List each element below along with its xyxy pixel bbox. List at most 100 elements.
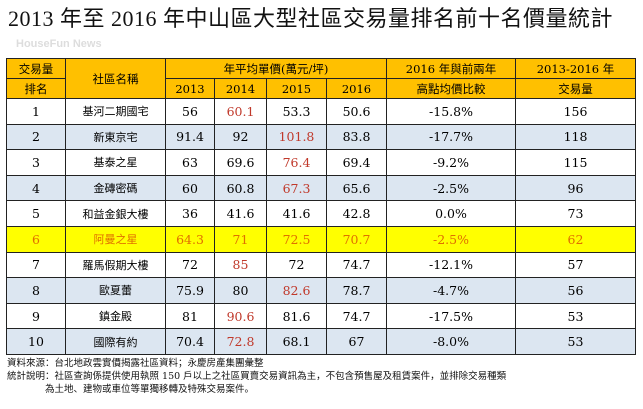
price-cell: 92 <box>214 123 267 151</box>
table-row: 7 羅馬假期大樓 72 85 72 74.7 -12.1% 57 <box>6 251 636 279</box>
price-cell: 72 <box>266 251 327 279</box>
volume-cell: 53 <box>515 302 636 330</box>
rank-cell: 2 <box>6 123 66 151</box>
volume-cell: 73 <box>515 200 636 227</box>
price-cell: 67 <box>326 328 387 355</box>
table-row: 1 基河二期國宅 56 60.1 53.3 50.6 -15.8% 156 <box>6 98 636 125</box>
name-cell: 和益金銀大樓 <box>65 200 166 227</box>
compare-cell: 0.0% <box>386 200 516 227</box>
rank-cell: 7 <box>6 251 66 279</box>
volume-cell: 56 <box>515 277 636 304</box>
price-cell: 68.1 <box>266 328 327 355</box>
header-rank: 交易量 <box>6 58 66 79</box>
price-cell: 90.6 <box>214 302 267 330</box>
table-row: 5 和益金銀大樓 36 41.6 41.6 42.8 0.0% 73 <box>6 200 636 227</box>
name-cell: 金磚密碼 <box>65 174 166 202</box>
price-cell: 70.7 <box>326 225 387 253</box>
compare-cell: -2.5% <box>386 225 516 253</box>
price-cell: 101.8 <box>266 123 327 151</box>
header-year: 2014 <box>214 78 267 99</box>
price-cell: 41.6 <box>214 200 267 227</box>
table-row: 2 新東京宅 91.4 92 101.8 83.8 -17.7% 118 <box>6 123 636 151</box>
volume-cell: 57 <box>515 251 636 279</box>
price-cell: 53.3 <box>266 98 327 125</box>
table-row: 6 阿曼之星 64.3 71 72.5 70.7 -2.5% 62 <box>6 225 636 253</box>
volume-cell: 156 <box>515 98 636 125</box>
rank-cell: 5 <box>6 200 66 227</box>
header-volume-2: 交易量 <box>515 78 636 99</box>
compare-cell: -9.2% <box>386 149 516 176</box>
volume-cell: 115 <box>515 149 636 176</box>
price-cell: 65.6 <box>326 174 387 202</box>
ranking-table: 交易量 社區名稱 年平均單價(萬元/坪) 2016 年與前兩年 2013-201… <box>6 58 636 355</box>
price-cell: 60.8 <box>214 174 267 202</box>
price-cell: 69.6 <box>214 149 267 176</box>
name-cell: 歐夏蕾 <box>65 277 166 304</box>
compare-cell: -4.7% <box>386 277 516 304</box>
name-cell: 新東京宅 <box>65 123 166 151</box>
compare-cell: -17.7% <box>386 123 516 151</box>
rank-cell: 10 <box>6 328 66 355</box>
header-price-group: 年平均單價(萬元/坪) <box>165 58 387 79</box>
price-cell: 80 <box>214 277 267 304</box>
price-cell: 50.6 <box>326 98 387 125</box>
price-cell: 85 <box>214 251 267 279</box>
price-cell: 64.3 <box>165 225 215 253</box>
method-note: 統計說明：社區查詢係提供使用執照 150 戶以上之社區買賣交易資訊為主，不包含預… <box>7 371 507 382</box>
price-cell: 75.9 <box>165 277 215 304</box>
price-cell: 56 <box>165 98 215 125</box>
volume-cell: 118 <box>515 123 636 151</box>
table-row: 8 歐夏蕾 75.9 80 82.6 78.7 -4.7% 56 <box>6 277 636 304</box>
price-cell: 41.6 <box>266 200 327 227</box>
volume-cell: 53 <box>515 328 636 355</box>
table-row: 3 基泰之星 63 69.6 76.4 69.4 -9.2% 115 <box>6 149 636 176</box>
price-cell: 83.8 <box>326 123 387 151</box>
price-cell: 72.8 <box>214 328 267 355</box>
header-rank-2: 排名 <box>6 78 66 99</box>
source-note: 資料來源：台北地政雲實價揭露社區資料；永慶房產集團彙整 <box>7 358 264 369</box>
header-year: 2013 <box>165 78 215 99</box>
name-cell: 基泰之星 <box>65 149 166 176</box>
price-cell: 72 <box>165 251 215 279</box>
price-cell: 60 <box>165 174 215 202</box>
price-cell: 82.6 <box>266 277 327 304</box>
header-compare-2: 高點均價比較 <box>386 78 516 99</box>
price-cell: 78.7 <box>326 277 387 304</box>
price-cell: 67.3 <box>266 174 327 202</box>
compare-cell: -15.8% <box>386 98 516 125</box>
page-title: 2013 年至 2016 年中山區大型社區交易量排名前十名價量統計 <box>8 6 614 31</box>
watermark-logo: HouseFun News <box>16 38 102 50</box>
compare-cell: -17.5% <box>386 302 516 330</box>
method-note-cont: 為土地、建物或車位等單獨移轉及特殊交易案件。 <box>45 384 255 395</box>
price-cell: 72.5 <box>266 225 327 253</box>
name-cell: 基河二期國宅 <box>65 98 166 125</box>
name-cell: 國際有約 <box>65 328 166 355</box>
rank-cell: 1 <box>6 98 66 125</box>
name-cell: 阿曼之星 <box>65 225 166 253</box>
name-cell: 羅馬假期大樓 <box>65 251 166 279</box>
price-cell: 36 <box>165 200 215 227</box>
rank-cell: 6 <box>6 225 66 253</box>
compare-cell: -8.0% <box>386 328 516 355</box>
volume-cell: 62 <box>515 225 636 253</box>
rank-cell: 4 <box>6 174 66 202</box>
header-name: 社區名稱 <box>65 58 166 99</box>
price-cell: 60.1 <box>214 98 267 125</box>
header-compare: 2016 年與前兩年 <box>386 58 516 79</box>
price-cell: 74.7 <box>326 302 387 330</box>
footnotes: 資料來源：台北地政雲實價揭露社區資料；永慶房產集團彙整 統計說明：社區查詢係提供… <box>7 357 506 396</box>
header-volume: 2013-2016 年 <box>515 58 636 79</box>
price-cell: 70.4 <box>165 328 215 355</box>
rank-cell: 8 <box>6 277 66 304</box>
price-cell: 63 <box>165 149 215 176</box>
table-row: 10 國際有約 70.4 72.8 68.1 67 -8.0% 53 <box>6 328 636 355</box>
compare-cell: -2.5% <box>386 174 516 202</box>
header-year: 2015 <box>266 78 327 99</box>
table-row: 4 金磚密碼 60 60.8 67.3 65.6 -2.5% 96 <box>6 174 636 202</box>
price-cell: 69.4 <box>326 149 387 176</box>
table-row: 9 鎮金殿 81 90.6 81.6 74.7 -17.5% 53 <box>6 302 636 330</box>
price-cell: 42.8 <box>326 200 387 227</box>
price-cell: 91.4 <box>165 123 215 151</box>
rank-cell: 3 <box>6 149 66 176</box>
compare-cell: -12.1% <box>386 251 516 279</box>
